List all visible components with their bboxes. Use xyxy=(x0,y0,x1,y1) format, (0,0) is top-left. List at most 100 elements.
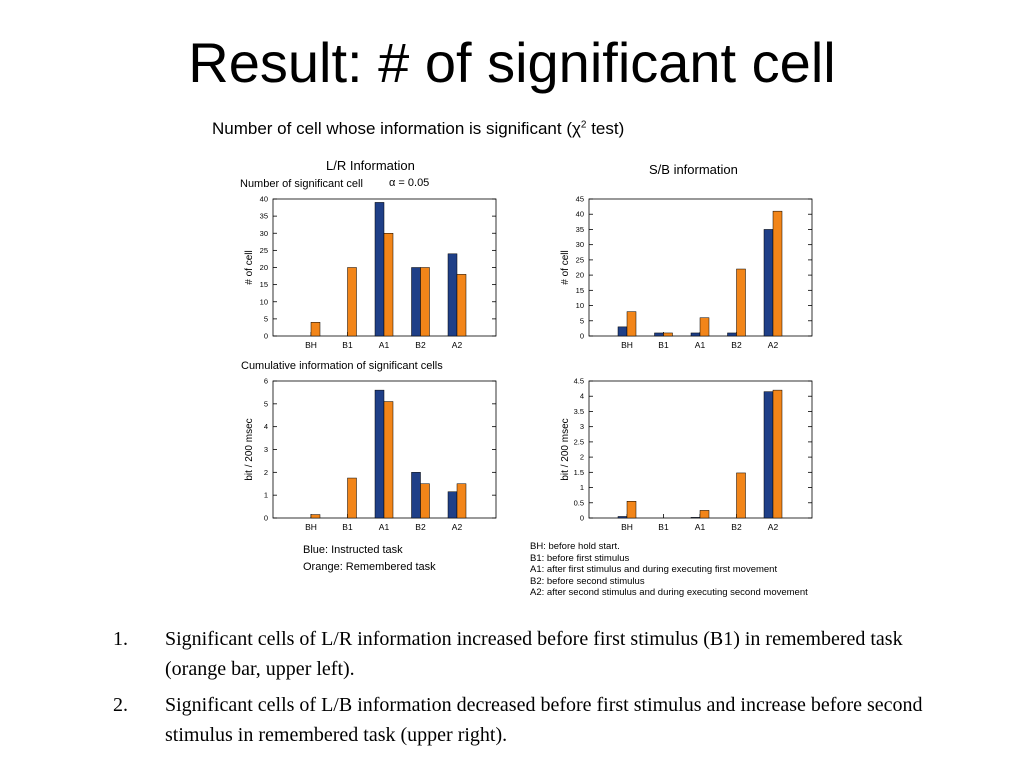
x-tick-label: BH xyxy=(305,340,317,350)
x-tick-label: B2 xyxy=(415,340,426,350)
bar-instructed xyxy=(374,202,385,337)
bar-instructed xyxy=(374,389,385,519)
x-tick-label: B1 xyxy=(658,340,669,350)
bar-instructed xyxy=(763,391,774,519)
abbreviation-item: A1: after first stimulus and during exec… xyxy=(530,564,778,576)
significant-count-heading: Number of significant cell xyxy=(240,178,363,190)
bar-instructed xyxy=(411,267,421,337)
x-tick-label: A1 xyxy=(379,522,390,532)
bar-instructed xyxy=(763,229,774,337)
bar-remembered xyxy=(383,401,394,519)
abbreviation-list: BH: before hold start. B1: before first … xyxy=(530,541,808,599)
x-tick-label: B2 xyxy=(731,340,742,350)
y-tick-label: 20 xyxy=(260,263,268,272)
chart-lr-info: 0 1 2 3 4 5 6 bit / 200 msec BH B1 A1 B2 A2 xyxy=(244,377,497,532)
note-text: Significant cells of L/R information inc… xyxy=(165,628,903,680)
y-tick-label: 3 xyxy=(264,445,268,454)
figure-title: Number of cell whose information is sign… xyxy=(212,119,625,138)
bar-instructed xyxy=(727,332,737,337)
y-tick-label: 45 xyxy=(576,195,584,204)
y-tick-label: 1 xyxy=(264,491,268,500)
x-tick-label: BH xyxy=(305,522,317,532)
y-axis-label: # of cell xyxy=(244,250,255,284)
y-tick-label: 5 xyxy=(580,316,584,325)
abbreviation-item: A2: after second stimulus and during exe… xyxy=(530,587,808,599)
y-tick-label: 35 xyxy=(576,225,584,234)
bar-instructed xyxy=(411,472,421,519)
x-tick-label: B2 xyxy=(415,522,426,532)
y-tick-label: 4.5 xyxy=(574,377,584,386)
alpha-label: α = 0.05 xyxy=(389,177,430,189)
y-axis-label: bit / 200 msec xyxy=(560,418,571,480)
sb-heading: S/B information xyxy=(649,162,738,177)
y-tick-label: 2 xyxy=(264,468,268,477)
x-tick-label: A1 xyxy=(379,340,390,350)
bar-instructed xyxy=(690,517,701,519)
y-tick-label: 1.5 xyxy=(574,468,584,477)
y-tick-label: 4 xyxy=(580,392,584,401)
bar-remembered xyxy=(663,332,673,337)
note-item: 2. Significant cells of L/B information d… xyxy=(110,690,940,750)
bar-remembered xyxy=(456,274,467,337)
y-tick-label: 20 xyxy=(576,271,584,280)
bar-instructed xyxy=(617,516,628,519)
bar-instructed xyxy=(654,332,664,337)
legend-instructed: Blue: Instructed task xyxy=(303,544,403,556)
x-tick-label: A1 xyxy=(695,340,706,350)
bar-instructed xyxy=(447,491,458,519)
y-tick-label: 0 xyxy=(264,332,268,341)
y-tick-label: 15 xyxy=(260,280,268,289)
bar-remembered xyxy=(310,514,321,519)
x-tick-label: A1 xyxy=(695,522,706,532)
abbreviation-item: B1: before first stimulus xyxy=(530,552,630,564)
abbreviation-item: BH: before hold start. xyxy=(530,541,620,552)
cumulative-heading: Cumulative information of significant ce… xyxy=(241,360,443,372)
bar-remembered xyxy=(699,510,710,519)
note-item: 1. Significant cells of L/R information i… xyxy=(110,624,940,684)
chart-lr-count: 0 5 10 15 20 25 30 35 40 # of cell BH B1 A1 B2 A2 xyxy=(244,195,497,350)
lr-heading: L/R Information xyxy=(326,158,415,173)
bar-remembered xyxy=(772,210,783,337)
bar-remembered xyxy=(347,267,357,337)
y-tick-label: 5 xyxy=(264,399,268,408)
x-tick-label: BH xyxy=(621,522,633,532)
bar-remembered xyxy=(420,483,430,519)
bar-remembered xyxy=(383,233,394,337)
y-tick-label: 40 xyxy=(576,210,584,219)
y-tick-label: 0 xyxy=(580,332,584,341)
bar-remembered xyxy=(736,472,746,519)
x-tick-label: B2 xyxy=(731,522,742,532)
y-tick-label: 15 xyxy=(576,286,584,295)
y-tick-label: 3.5 xyxy=(574,407,584,416)
x-tick-label: B1 xyxy=(658,522,669,532)
bar-instructed xyxy=(447,253,458,337)
bar-remembered xyxy=(456,483,467,519)
chart-sb-info: 0 0.5 1 1.5 2 2.5 3 3.5 4 4.5 bit / 200 msec BH B1 A1… xyxy=(560,377,813,532)
bar-instructed xyxy=(690,332,701,337)
y-tick-label: 2.5 xyxy=(574,437,584,446)
note-number: 2. xyxy=(113,694,128,716)
bar-remembered xyxy=(420,267,430,337)
y-tick-label: 30 xyxy=(576,240,584,249)
y-tick-label: 35 xyxy=(260,212,268,221)
bar-remembered xyxy=(626,501,637,519)
x-tick-label: A2 xyxy=(452,340,463,350)
y-tick-label: 10 xyxy=(260,297,268,306)
bar-remembered xyxy=(736,268,746,337)
abbreviation-item: B2: before second stimulus xyxy=(530,575,645,587)
y-axis-label: # of cell xyxy=(560,250,571,284)
y-tick-label: 3 xyxy=(580,422,584,431)
bar-remembered xyxy=(347,477,357,519)
legend-remembered: Orange: Remembered task xyxy=(303,561,436,573)
y-tick-label: 1 xyxy=(580,483,584,492)
chart-sb-count: 0 5 10 15 20 25 30 35 40 45 # of cell BH B1 A1 B2 A2 xyxy=(560,195,813,350)
y-tick-label: 2 xyxy=(580,453,584,462)
bar-remembered xyxy=(772,389,783,519)
note-number: 1. xyxy=(113,628,128,650)
bar-instructed xyxy=(617,326,628,337)
bar-remembered xyxy=(310,322,321,337)
bar-remembered xyxy=(699,317,710,337)
y-tick-label: 5 xyxy=(264,314,268,323)
y-tick-label: 25 xyxy=(260,246,268,255)
y-tick-label: 25 xyxy=(576,255,584,264)
